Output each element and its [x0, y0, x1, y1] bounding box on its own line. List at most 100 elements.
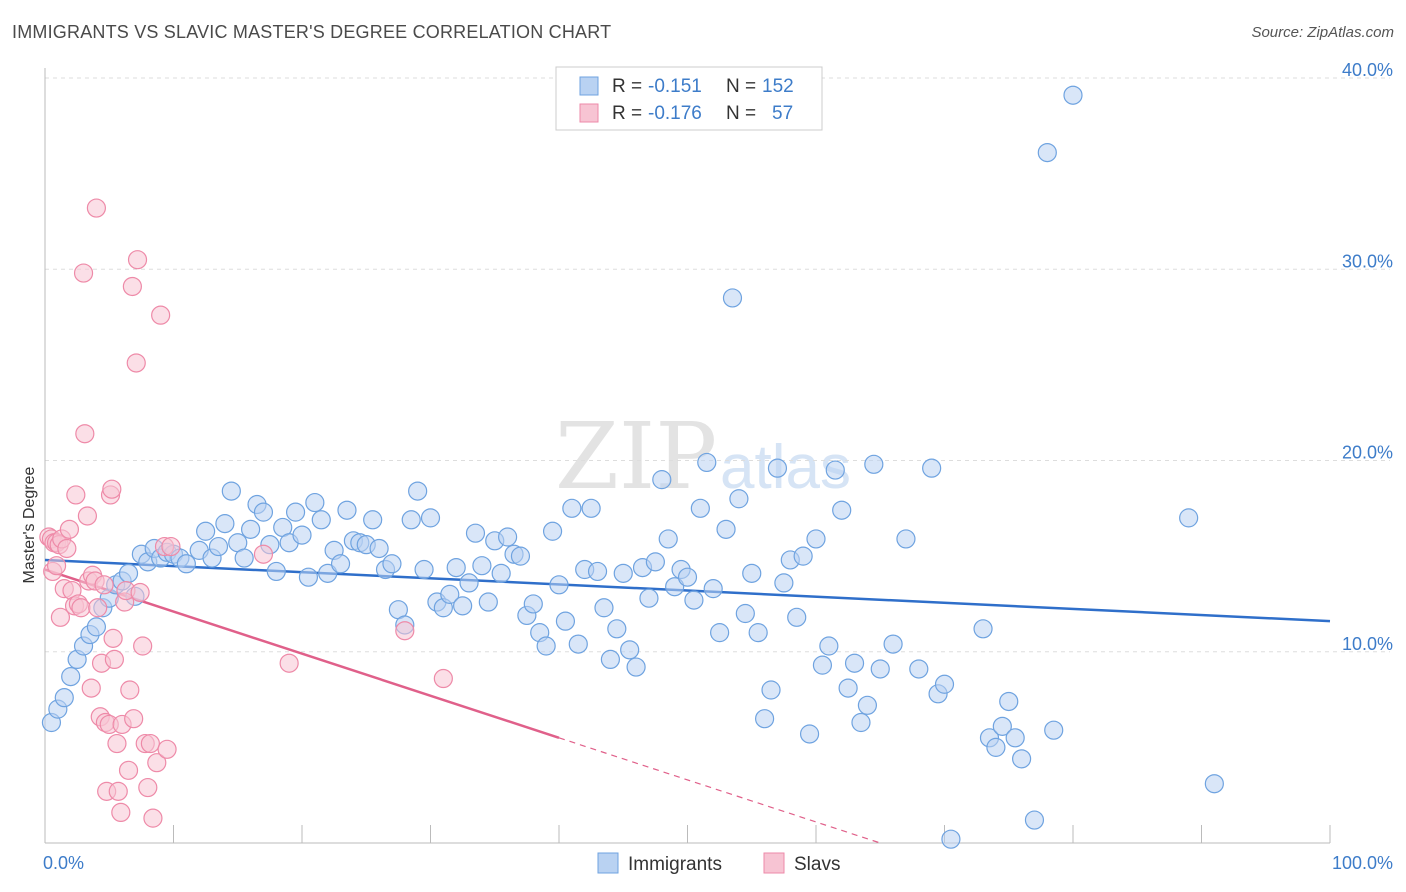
- bottom-legend-slavs: Slavs: [794, 854, 840, 875]
- point-immigrants: [465, 523, 486, 543]
- point-immigrants: [787, 607, 807, 627]
- point-immigrants: [215, 514, 235, 534]
- point-immigrants: [408, 481, 428, 501]
- point-slavs: [107, 733, 127, 754]
- point-immigrants: [587, 561, 608, 582]
- point-immigrants: [414, 559, 434, 580]
- point-immigrants: [536, 636, 556, 656]
- point-slavs: [151, 305, 171, 325]
- point-immigrants: [645, 552, 665, 572]
- point-immigrants: [986, 737, 1006, 757]
- point-immigrants: [523, 594, 543, 614]
- legend-n-label-slavs: N =: [726, 103, 756, 124]
- point-immigrants: [266, 561, 286, 582]
- point-immigrants: [639, 588, 659, 608]
- point-immigrants: [292, 525, 312, 545]
- y-tick-label: 10.0%: [1342, 634, 1393, 654]
- point-slavs: [66, 485, 86, 505]
- point-immigrants: [620, 640, 640, 660]
- point-immigrants: [594, 598, 614, 618]
- legend-n-value-immigrants: 152: [762, 76, 794, 97]
- point-immigrants: [851, 712, 871, 733]
- point-slavs: [59, 519, 80, 539]
- point-slavs: [73, 263, 94, 283]
- point-immigrants: [176, 554, 196, 574]
- point-slavs: [75, 424, 95, 444]
- y-axis-label: Master's Degree: [21, 466, 38, 583]
- point-immigrants: [549, 575, 569, 595]
- point-immigrants: [600, 649, 621, 670]
- point-immigrants: [716, 519, 736, 539]
- chart-title: IMMIGRANTS VS SLAVIC MASTER'S DEGREE COR…: [12, 22, 612, 42]
- point-immigrants: [1005, 728, 1025, 748]
- point-immigrants: [665, 577, 685, 597]
- legend-swatch-immigrants: [579, 76, 599, 96]
- point-immigrants: [363, 510, 383, 530]
- point-immigrants: [453, 596, 473, 616]
- point-immigrants: [568, 634, 588, 654]
- point-immigrants: [1063, 85, 1083, 105]
- point-immigrants: [613, 563, 633, 583]
- point-slavs: [111, 802, 131, 823]
- point-immigrants: [510, 546, 531, 566]
- point-immigrants: [710, 623, 730, 643]
- point-slavs: [147, 753, 167, 773]
- y-tick-label: 40.0%: [1342, 60, 1393, 80]
- point-immigrants: [857, 695, 878, 715]
- point-slavs: [279, 653, 299, 673]
- point-slavs: [71, 598, 91, 618]
- point-immigrants: [793, 546, 813, 566]
- point-immigrants: [690, 498, 710, 518]
- bottom-legend: Immigrants Slavs: [597, 852, 840, 875]
- point-immigrants: [1037, 142, 1057, 163]
- point-immigrants: [973, 619, 993, 639]
- point-slavs: [140, 733, 160, 754]
- point-immigrants: [607, 619, 627, 639]
- point-immigrants: [722, 288, 743, 308]
- point-immigrants: [54, 688, 74, 708]
- point-slavs: [102, 479, 122, 499]
- point-immigrants: [555, 611, 576, 631]
- point-slavs: [104, 649, 124, 670]
- legend-r-value-immigrants: -0.151: [648, 76, 702, 97]
- point-slavs: [124, 709, 144, 729]
- point-slavs: [433, 668, 453, 689]
- point-immigrants: [472, 556, 492, 576]
- point-immigrants: [652, 470, 672, 490]
- legend-r-value-slavs: -0.176: [648, 103, 702, 124]
- point-slavs: [133, 636, 153, 656]
- point-immigrants: [697, 452, 717, 473]
- point-immigrants: [491, 563, 511, 583]
- point-immigrants: [542, 521, 563, 541]
- point-immigrants: [742, 563, 762, 583]
- point-immigrants: [311, 510, 331, 530]
- point-immigrants: [118, 563, 139, 583]
- point-immigrants: [498, 527, 518, 547]
- bottom-legend-swatch-immigrants: [597, 852, 619, 874]
- legend-box: [555, 66, 823, 131]
- legend: R = -0.151 N = 152 R = -0.176 N = 57: [555, 66, 823, 131]
- point-immigrants: [196, 521, 216, 541]
- point-immigrants: [934, 674, 955, 694]
- point-immigrants: [806, 529, 826, 549]
- point-immigrants: [735, 603, 755, 624]
- point-immigrants: [825, 460, 845, 480]
- point-immigrants: [864, 454, 884, 474]
- point-immigrants: [658, 529, 678, 549]
- y-tick-label: 20.0%: [1342, 443, 1393, 463]
- point-immigrants: [819, 636, 839, 656]
- legend-n-value-slavs: 57: [772, 103, 793, 124]
- point-slavs: [120, 680, 140, 700]
- point-immigrants: [767, 458, 788, 478]
- point-slavs: [127, 250, 148, 270]
- point-immigrants: [446, 557, 466, 578]
- trend-line-immigrants: [44, 558, 1331, 623]
- point-slavs: [46, 556, 67, 576]
- point-slavs: [130, 582, 150, 603]
- bottom-legend-swatch-slavs: [763, 852, 785, 874]
- point-immigrants: [922, 458, 942, 478]
- point-immigrants: [754, 709, 775, 729]
- point-immigrants: [729, 489, 749, 509]
- point-immigrants: [761, 680, 781, 700]
